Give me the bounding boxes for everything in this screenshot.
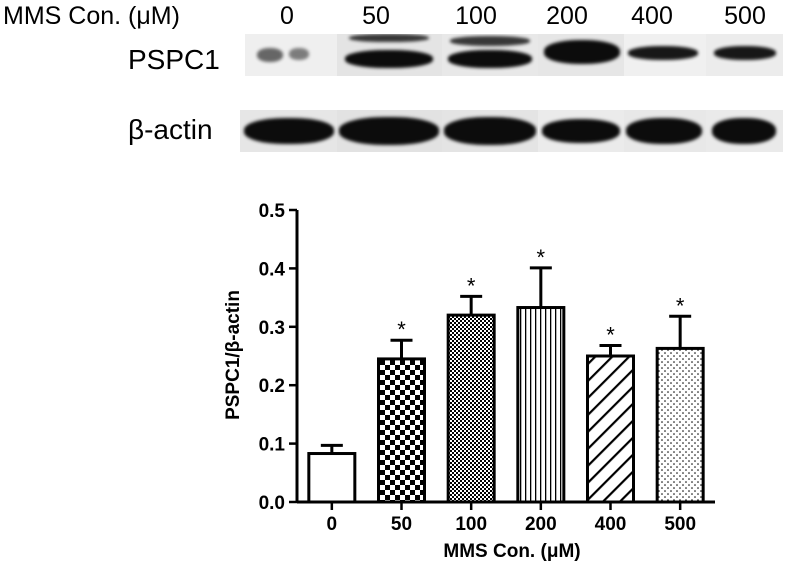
significance-marker: * xyxy=(397,317,406,342)
significance-marker: * xyxy=(537,245,546,270)
blot-concentration-label: MMS Con. (μM) xyxy=(3,2,180,30)
y-tick-label: 0.2 xyxy=(259,376,285,397)
blot-lane-segment xyxy=(624,110,706,152)
y-tick-label: 0.3 xyxy=(259,318,285,339)
bar xyxy=(516,306,566,504)
blot-band xyxy=(289,48,309,60)
pspc1-blot-image xyxy=(245,34,783,76)
significance-marker: * xyxy=(606,322,615,347)
blot-lane-segment xyxy=(245,34,337,76)
y-tick-label: 0.0 xyxy=(259,493,285,514)
blot-band xyxy=(339,117,439,145)
blot-band xyxy=(544,40,620,64)
blot-lane-label: 200 xyxy=(546,2,588,30)
blot-lane-segment xyxy=(538,34,624,76)
bar xyxy=(377,357,426,504)
blot-lane-label: 400 xyxy=(631,2,673,30)
blot-band xyxy=(712,118,776,144)
x-axis-label: MMS Con. (μM) xyxy=(443,541,580,562)
blot-lane-segment xyxy=(337,110,442,152)
blot-row-label-actin: β-actin xyxy=(128,114,213,145)
y-tick-label: 0.4 xyxy=(259,259,286,280)
blot-lane-segment xyxy=(240,110,337,152)
bars-layer: * * * * * xyxy=(307,245,705,504)
blot-lane-segment xyxy=(538,110,624,152)
blot-lane-label: 500 xyxy=(724,2,766,30)
blot-band xyxy=(349,34,429,42)
blot-lane-segment xyxy=(624,34,706,76)
bar xyxy=(446,313,496,504)
y-tick-label: 0.1 xyxy=(259,435,286,456)
blot-header: MMS Con. (μM) 0 50 100 200 400 500 xyxy=(0,0,789,34)
y-tick-label: 0.5 xyxy=(259,201,286,222)
blot-band xyxy=(714,46,776,60)
blot-lane-segment xyxy=(442,110,538,152)
bar xyxy=(307,452,357,504)
x-tick-label: 50 xyxy=(391,514,412,535)
blot-lane-segment xyxy=(706,110,783,152)
x-tick-label: 200 xyxy=(525,514,557,535)
blot-lane-label: 50 xyxy=(362,2,390,30)
x-tick-label: 100 xyxy=(455,514,487,535)
significance-marker: * xyxy=(676,293,685,318)
blot-band xyxy=(542,119,620,143)
blot-lane-segment xyxy=(337,34,442,76)
blot-band xyxy=(244,118,334,144)
blot-band xyxy=(448,50,532,68)
bar xyxy=(655,346,705,504)
x-tick-label: 400 xyxy=(595,514,627,535)
blot-band xyxy=(628,46,698,60)
blot-band xyxy=(257,48,283,62)
y-axis-label: PSPC1/β-actin xyxy=(223,290,244,420)
x-tick-label: 0 xyxy=(327,514,338,535)
blot-lane-label: 0 xyxy=(280,2,294,30)
blot-lane-label: 100 xyxy=(455,2,497,30)
blot-lane-segment xyxy=(706,34,783,76)
blot-band xyxy=(450,36,530,46)
x-tick-label: 500 xyxy=(664,514,696,535)
blot-band xyxy=(345,50,433,68)
blot-band xyxy=(444,117,536,145)
significance-marker: * xyxy=(467,273,476,298)
axes-layer: 0.0 0.1 0.2 0.3 0.4 0.5 0 50 100 200 400 500 xyxy=(259,201,715,535)
blot-row-label-pspc1: PSPC1 xyxy=(128,44,220,75)
actin-blot-image xyxy=(240,110,783,152)
blot-lane-segment xyxy=(442,34,538,76)
bar xyxy=(586,354,635,504)
blot-band xyxy=(626,118,702,144)
